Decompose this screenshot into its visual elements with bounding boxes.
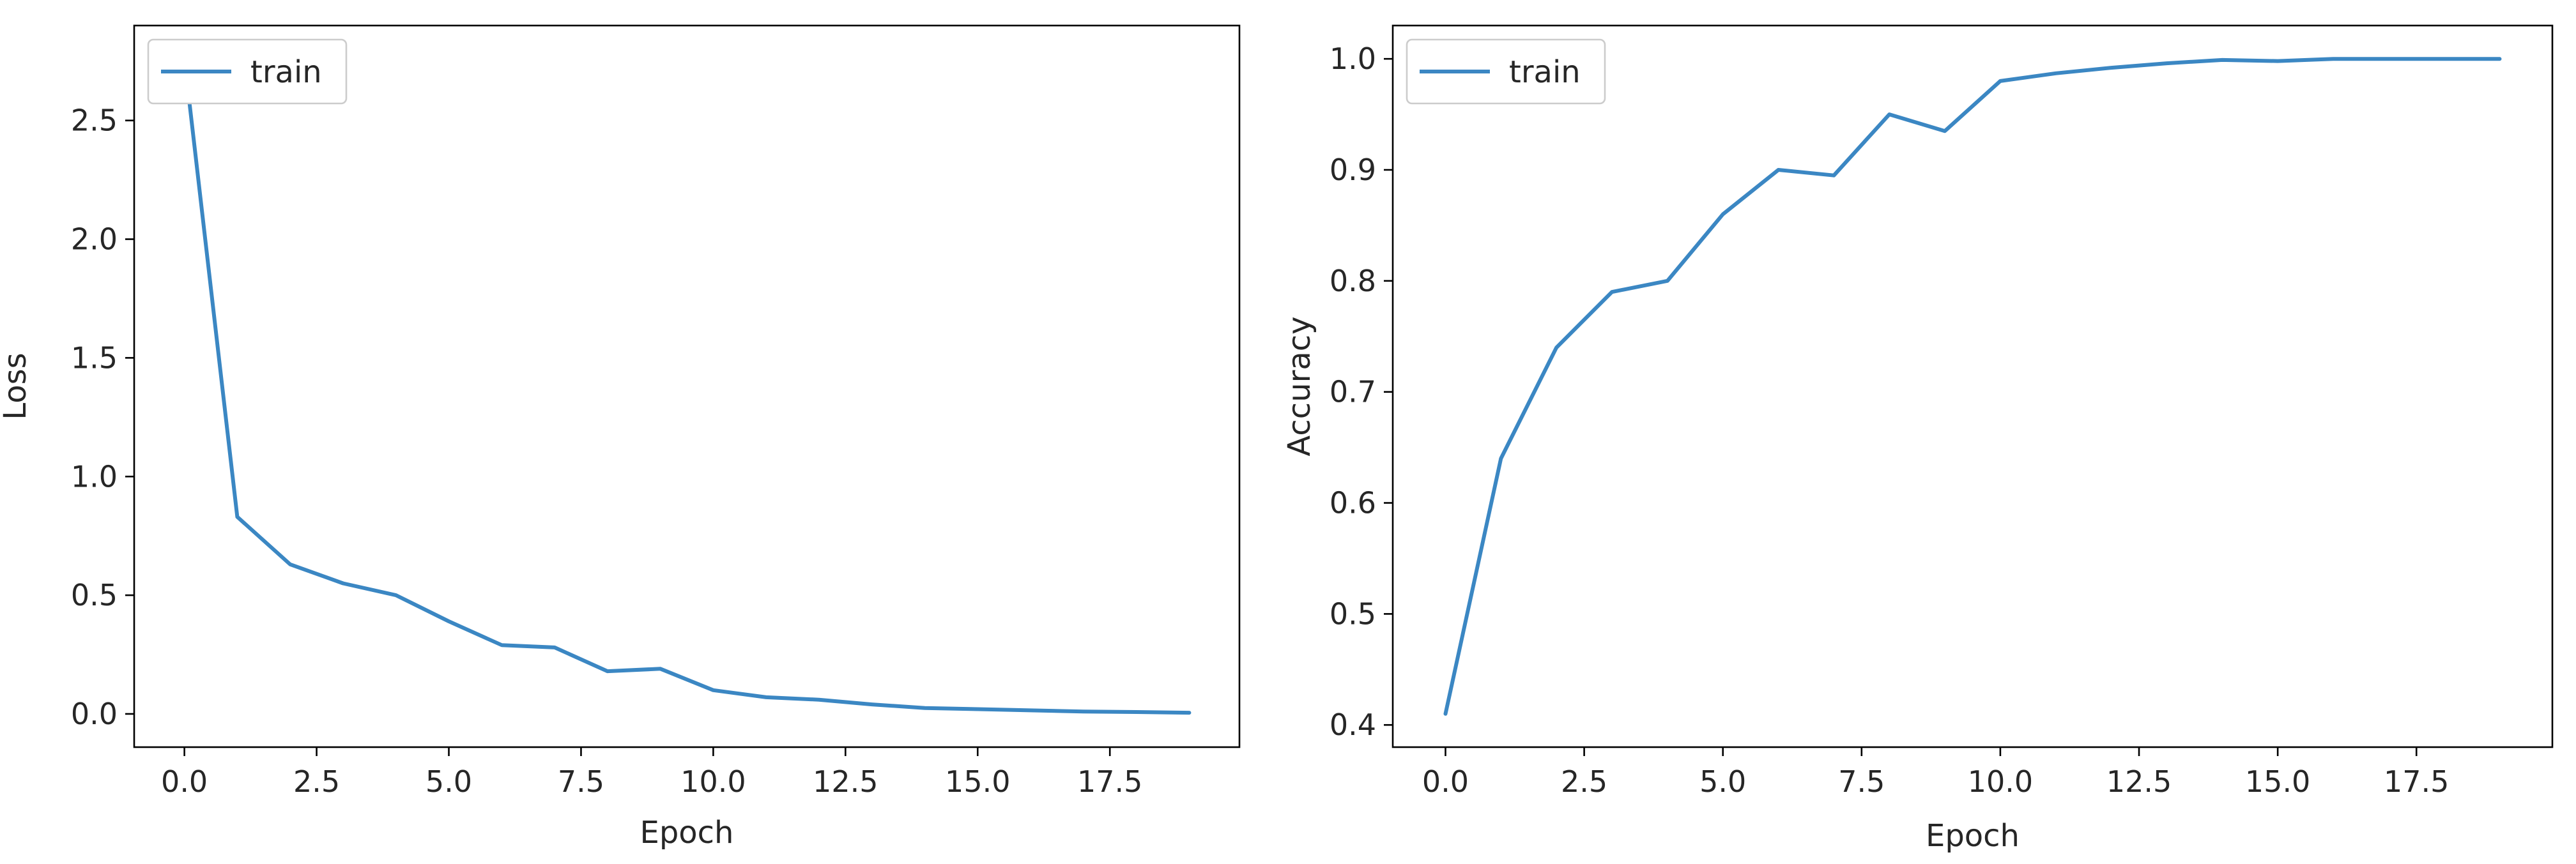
y-tick-label: 0.7 xyxy=(1330,375,1376,409)
x-tick-label: 2.5 xyxy=(1561,764,1607,799)
y-tick-label: 0.9 xyxy=(1330,153,1376,187)
legend-box xyxy=(147,38,348,105)
x-tick-label: 17.5 xyxy=(2384,764,2449,799)
x-tick-label: 7.5 xyxy=(558,764,604,799)
x-tick-label: 2.5 xyxy=(293,764,340,799)
x-tick-label: 5.0 xyxy=(1699,764,1746,799)
series-line-train xyxy=(1443,57,2502,716)
legend-label: train xyxy=(1509,54,1581,90)
x-tick-label: 10.0 xyxy=(1968,764,2033,799)
x-tick-label: 7.5 xyxy=(1838,764,1885,799)
x-tick-label: 15.0 xyxy=(2245,764,2310,799)
y-tick-label: 2.0 xyxy=(71,222,118,257)
legend: train xyxy=(147,38,348,105)
y-tick-label: 0.5 xyxy=(1330,596,1376,631)
x-axis-label: Epoch xyxy=(1926,818,2020,854)
x-axis-label: Epoch xyxy=(640,815,734,851)
x-tick-label: 10.0 xyxy=(680,764,746,799)
x-tick-label: 12.5 xyxy=(2106,764,2172,799)
accuracy-chart: 0.0 2.5 5.0 7.5 10.0 12.5 15.0 17.5 0.4 0.5 0.6 0.7… xyxy=(1282,24,2554,854)
x-tick-label: 12.5 xyxy=(813,764,878,799)
y-tick-label: 0.5 xyxy=(71,578,118,612)
y-tick-label: 0.8 xyxy=(1330,264,1376,298)
plot-area-frame xyxy=(1392,24,2554,748)
x-tick-label: 15.0 xyxy=(945,764,1010,799)
series-line-train xyxy=(182,57,1192,715)
x-tick-label: 0.0 xyxy=(1422,764,1469,799)
y-tick-label: 0.6 xyxy=(1330,486,1376,520)
y-tick-label: 2.5 xyxy=(71,103,118,138)
y-tick-label: 0.0 xyxy=(71,697,118,731)
y-axis-label: Accuracy xyxy=(1282,316,1317,456)
x-tick-label: 17.5 xyxy=(1077,764,1142,799)
y-tick-label: 1.0 xyxy=(71,459,118,494)
y-tick-label: 0.4 xyxy=(1330,708,1376,742)
y-axis-label: Loss xyxy=(0,352,33,420)
y-tick-label: 1.0 xyxy=(1330,42,1376,76)
legend-box xyxy=(1406,38,1606,105)
legend: train xyxy=(1406,38,1606,105)
plot-area-frame xyxy=(133,24,1241,748)
legend-label: train xyxy=(250,54,322,90)
loss-chart: 0.0 2.5 5.0 7.5 10.0 12.5 15.0 17.5 0.0 0.5 1.0 1.5… xyxy=(0,24,1241,851)
x-tick-label: 5.0 xyxy=(425,764,472,799)
y-tick-label: 1.5 xyxy=(71,340,118,375)
x-tick-label: 0.0 xyxy=(161,764,208,799)
